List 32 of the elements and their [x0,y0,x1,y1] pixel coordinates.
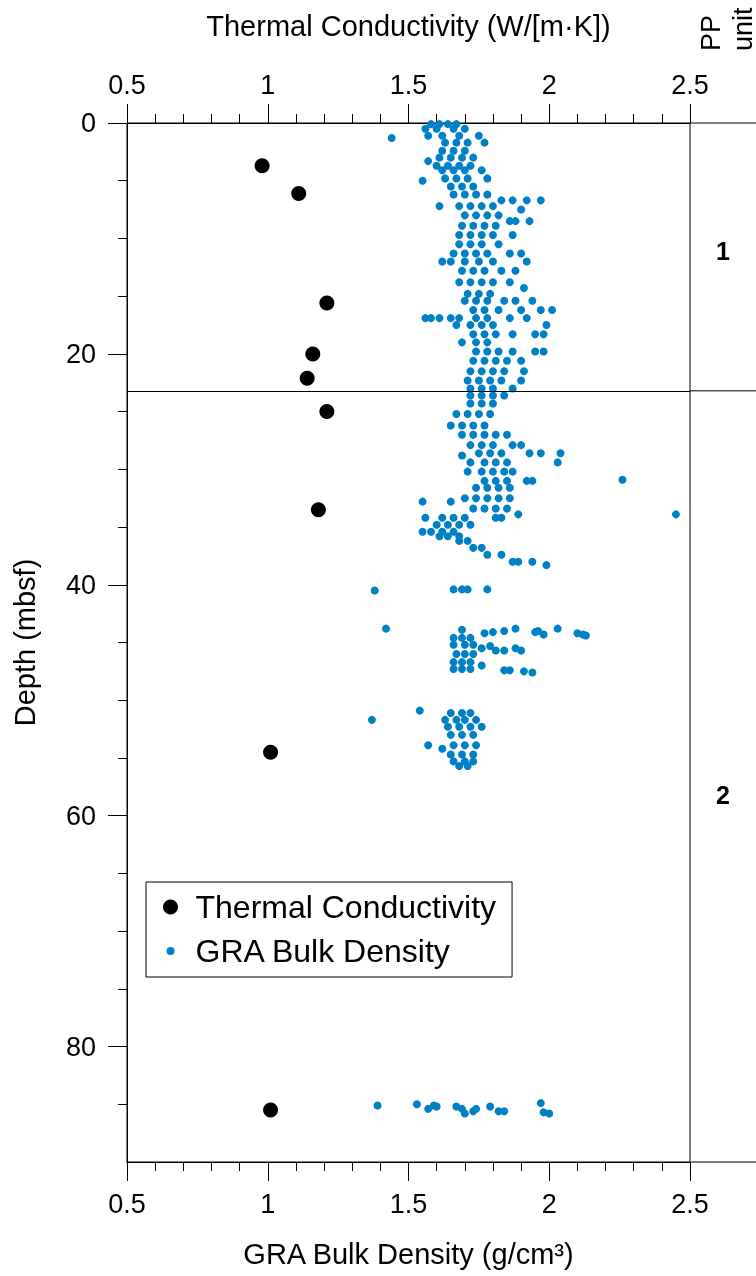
point [319,295,335,311]
x2-axis-title: Thermal Conductivity (W/[m·K]) [206,9,611,42]
x2-tick-label: 2 [541,1188,557,1219]
legend-label: Thermal Conductivity [195,889,497,925]
x2-tick-label: 2.5 [671,1188,709,1219]
y-tick-label: 0 [80,108,96,138]
x-tick-label: 0.5 [108,69,146,100]
y-tick-label: 80 [65,1031,96,1062]
y-tick-label: 40 [65,569,96,600]
point [319,404,335,420]
text: PP unit [696,6,756,51]
text: 1 [716,237,731,265]
point [299,370,315,386]
point [310,502,326,518]
point [263,744,279,760]
y-axis-title: Depth (mbsf) [8,558,41,727]
legend-label: GRA Bulk Density [195,933,450,969]
x-tick-label: 1 [260,69,276,100]
x-tick-label: 2.5 [671,69,709,100]
point [254,158,270,174]
x2-tick-label: 1.5 [389,1188,428,1219]
x2-tick-label: 0.5 [108,1188,146,1219]
y-tick-label: 20 [65,338,96,369]
point [305,346,321,362]
x-tick-label: 1.5 [389,69,428,100]
y-tick-label: 60 [65,800,96,831]
x-axis-title: GRA Bulk Density (g/cm³) [243,1237,574,1270]
x2-tick-label: 1 [260,1188,276,1219]
point [291,185,307,201]
text: 2 [716,781,730,809]
point [263,1102,279,1118]
x-tick-label: 2 [541,69,557,100]
